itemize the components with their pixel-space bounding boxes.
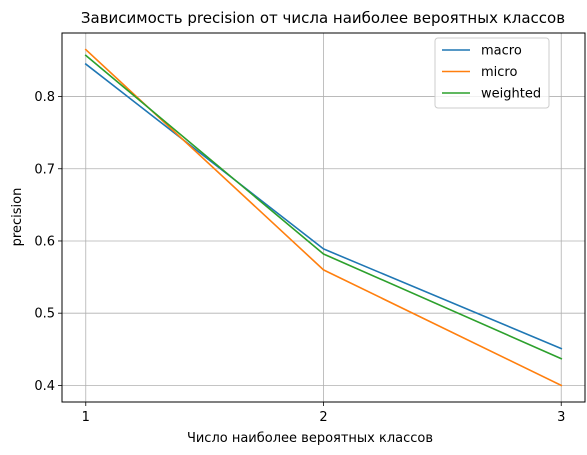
y-tick-label: 0.8	[34, 90, 55, 105]
legend-box	[434, 37, 550, 109]
y-tick-label: 0.7	[34, 162, 55, 177]
y-tick-label: 0.5	[34, 307, 55, 322]
y-tick-label: 0.6	[34, 234, 55, 249]
y-tick-label: 0.4	[34, 379, 55, 394]
legend-label-macro: macro	[481, 44, 522, 59]
x-tick-label: 2	[319, 410, 327, 425]
chart-title: Зависимость precision от числа наиболее …	[81, 9, 565, 27]
series-line-weighted	[84, 54, 563, 360]
x-tick-label: 3	[557, 410, 565, 425]
legend: macro micro weighted	[434, 37, 550, 109]
series-line-macro	[84, 62, 563, 350]
y-axis-label: precision	[10, 188, 25, 247]
x-tick-label: 1	[82, 410, 90, 425]
axis-ticks: 1 2 3 0.4 0.5 0.6 0.7 0.8	[34, 90, 565, 425]
series-line-micro	[84, 48, 563, 387]
legend-label-weighted: weighted	[481, 87, 541, 102]
x-axis-label: Число наиболее вероятных классов	[187, 431, 433, 446]
grid	[62, 33, 585, 402]
series-lines	[84, 48, 563, 387]
legend-label-micro: micro	[481, 65, 517, 80]
